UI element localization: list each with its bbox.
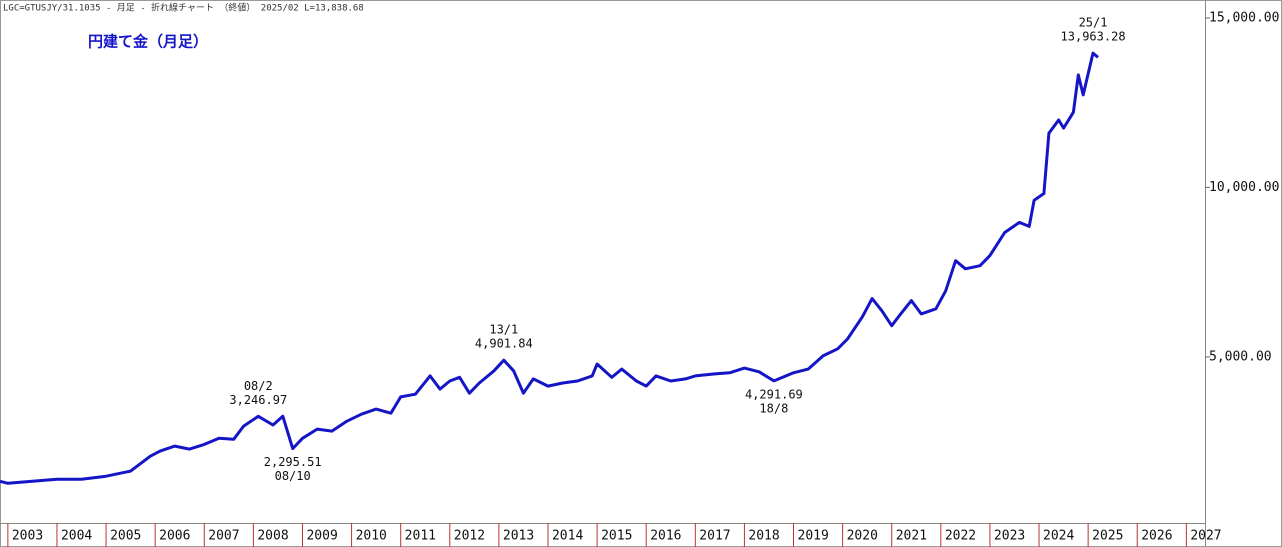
annotation-date: 25/1 [1079, 16, 1108, 30]
x-tick-label: 2010 [356, 529, 387, 544]
x-tick-label: 2026 [1141, 529, 1172, 544]
x-tick-label: 2022 [945, 529, 976, 544]
annotation-value: 2,295.51 [264, 455, 322, 469]
x-tick-label: 2027 [1190, 529, 1221, 544]
x-tick-label: 2004 [61, 529, 92, 544]
x-tick-label: 2025 [1092, 529, 1123, 544]
x-tick-label: 2016 [650, 529, 681, 544]
price-line [0, 51, 1099, 485]
x-tick-label: 2006 [159, 529, 190, 544]
x-tick-label: 2018 [748, 529, 779, 544]
annotation-date: 08/10 [275, 469, 311, 483]
chart-title: 円建て金（月足） [88, 33, 208, 51]
x-tick-label: 2020 [847, 529, 878, 544]
y-tick-label: 10,000.00 [1209, 180, 1279, 195]
x-tick-label: 2003 [12, 529, 43, 544]
x-tick-label: 2005 [110, 529, 141, 544]
y-tick-label: 5,000.00 [1209, 349, 1272, 364]
y-tick-label: 15,000.00 [1209, 10, 1279, 25]
annotation-value: 4,901.84 [475, 337, 533, 351]
annotation-date: 18/8 [759, 401, 788, 415]
header: LGC=GTUSJY/31.1035 - 月足 - 折れ線チャート （終値） 2… [3, 2, 364, 14]
x-tick-label: 2008 [257, 529, 288, 544]
x-tick-label: 2014 [552, 529, 583, 544]
annotation-value: 13,963.28 [1061, 30, 1126, 44]
annotation-date: 08/2 [244, 379, 273, 393]
x-tick-label: 2011 [405, 529, 436, 544]
x-tick-label: 2017 [699, 529, 730, 544]
x-tick-label: 2007 [208, 529, 239, 544]
x-tick-label: 2012 [454, 529, 485, 544]
annotation-value: 4,291.69 [745, 387, 803, 401]
x-tick-label: 2023 [994, 529, 1025, 544]
x-tick-label: 2024 [1043, 529, 1074, 544]
annotation-value: 3,246.97 [229, 393, 287, 407]
x-tick-label: 2015 [601, 529, 632, 544]
x-tick-label: 2019 [798, 529, 829, 544]
x-tick-label: 2021 [896, 529, 927, 544]
x-tick-label: 2009 [306, 529, 337, 544]
annotation-date: 13/1 [489, 323, 518, 337]
x-tick-label: 2013 [503, 529, 534, 544]
